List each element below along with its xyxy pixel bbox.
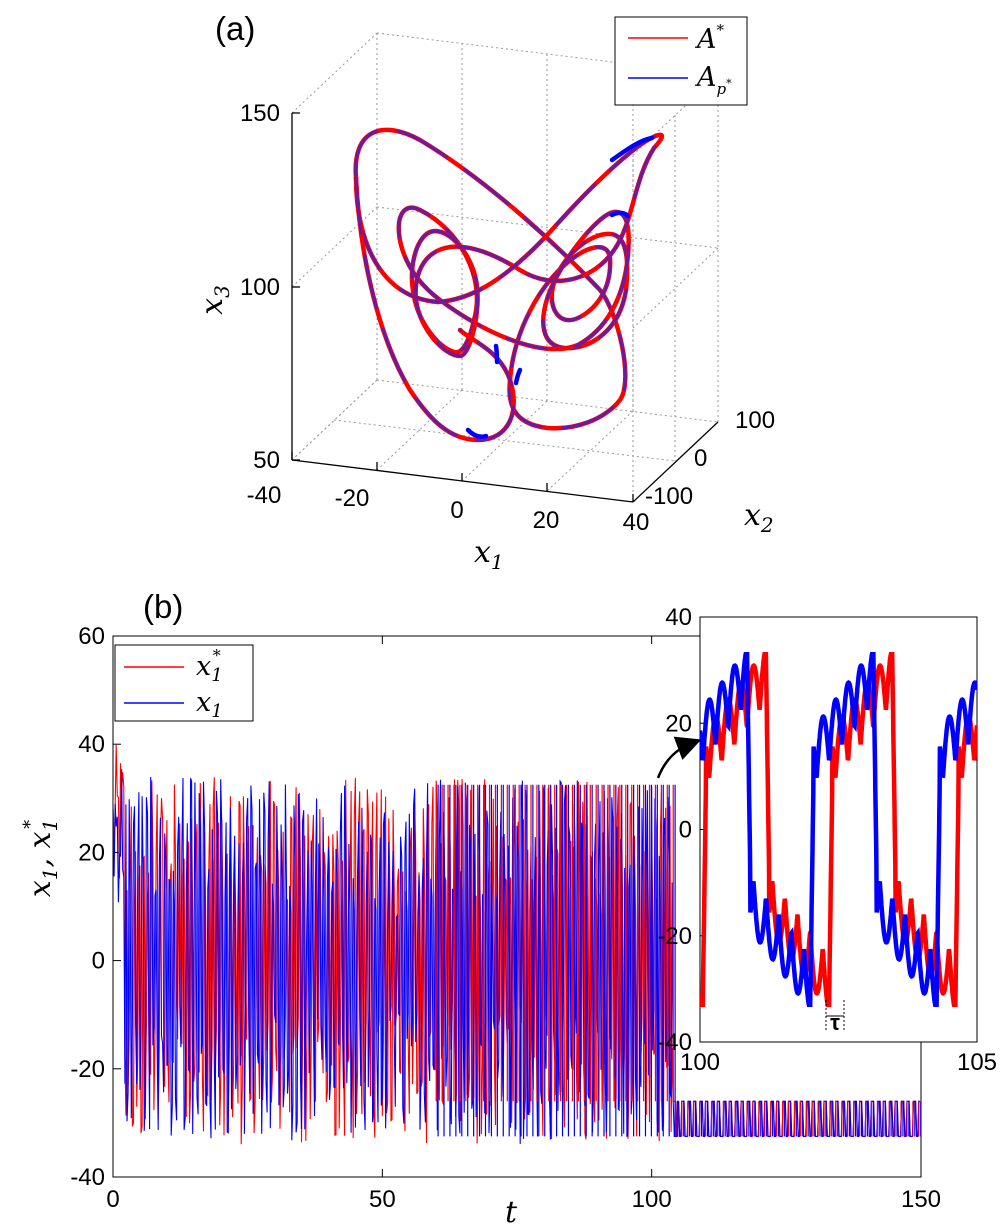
- b-xtick-50: 50: [369, 1186, 396, 1213]
- legend-a: A* Ap*: [614, 16, 748, 106]
- b-y-axis-label: x1, x1*: [20, 819, 62, 897]
- zoom-arrow: [656, 736, 702, 779]
- attractor-blue-segment-1: [465, 427, 489, 439]
- b-line-x1: [113, 769, 920, 1145]
- b-ytick-40: 40: [78, 731, 105, 758]
- attractor-blue-segment-4: [493, 343, 500, 365]
- attractor-blue-segment-0: [609, 135, 655, 163]
- b-ticks: 0 50 100 150 -40 -20 0 20 40 60: [70, 623, 941, 1213]
- inset-xtick-105: 105: [957, 1049, 997, 1076]
- x2-axis-label: x2: [744, 498, 774, 537]
- inset-xtick-100: 100: [680, 1049, 720, 1076]
- attractor-path-overlap-0: [354, 128, 627, 430]
- attractor-plot: [353, 127, 664, 443]
- attractor-blue-segment-2: [609, 210, 631, 219]
- x2-tick-0: 0: [694, 445, 707, 472]
- attractor-path-overlap-5: [414, 229, 480, 358]
- b-x-axis-label: t: [505, 1195, 518, 1230]
- b-ytick-20: 20: [78, 839, 105, 866]
- x1-tick-40: 40: [623, 509, 650, 536]
- axes-3d: [291, 112, 719, 503]
- x1-tick--20: -20: [335, 485, 370, 512]
- x1-tick-0: 0: [450, 497, 463, 524]
- x3-tick-labels: 50 100 150: [240, 100, 280, 474]
- inset-ytick-40: 40: [665, 604, 692, 631]
- x1-tick--40: -40: [247, 482, 282, 509]
- tau-marker: τ: [825, 1000, 845, 1035]
- x1-axis-label: x1: [474, 535, 504, 574]
- tau-label: τ: [830, 1010, 840, 1035]
- panel-b: (b) 0 50 100 150 -40 -20 0 20 40 60 x1, x1* t x1*…: [20, 588, 997, 1230]
- b-ytick--40: -40: [70, 1164, 105, 1191]
- x1-tick-labels: -40 -20 0 20 40: [247, 482, 650, 536]
- attractor-path-overlap-8: [354, 176, 516, 442]
- inset-series: [700, 651, 977, 1008]
- b-ytick-60: 60: [78, 623, 105, 650]
- b-xtick-150: 150: [901, 1186, 941, 1213]
- x3-tick-100: 100: [240, 274, 280, 301]
- inset-ytick--40: -40: [657, 1029, 692, 1056]
- x1-tick-20: 20: [533, 507, 560, 534]
- b-ytick--20: -20: [70, 1056, 105, 1083]
- b-series: [113, 744, 921, 1145]
- inset-ticks: -40 -20 0 20 40 100 105: [657, 604, 997, 1076]
- b-xtick-100: 100: [632, 1186, 672, 1213]
- attractor-path-red-0: [353, 127, 628, 431]
- panel-b-label: (b): [143, 588, 183, 625]
- panel-a-label: (a): [215, 10, 255, 47]
- x3-tick-50: 50: [253, 447, 280, 474]
- attractor-blue-segment-3: [513, 367, 523, 386]
- legend-b-label-1: x1*: [196, 646, 223, 686]
- x2-tick--100: -100: [645, 483, 693, 510]
- inset-ytick-0: 0: [679, 817, 692, 844]
- inset-ytick-20: 20: [665, 710, 692, 737]
- x3-tick-150: 150: [240, 100, 280, 127]
- x2-tick-100: 100: [735, 407, 775, 434]
- b-ytick-0: 0: [92, 948, 105, 975]
- panel-a: (a): [195, 10, 775, 574]
- x3-axis-label: x3: [195, 285, 234, 315]
- attractor-path-overlap-3: [438, 253, 630, 351]
- inset-panel: -40 -20 0 20 40 100 105 τ: [657, 604, 997, 1076]
- attractor-path-overlap-6: [414, 133, 664, 304]
- b-xtick-0: 0: [106, 1186, 119, 1213]
- legend-b: x1* x1: [114, 644, 254, 722]
- inset-line-x1: [700, 651, 977, 1008]
- inset-ytick--20: -20: [657, 923, 692, 950]
